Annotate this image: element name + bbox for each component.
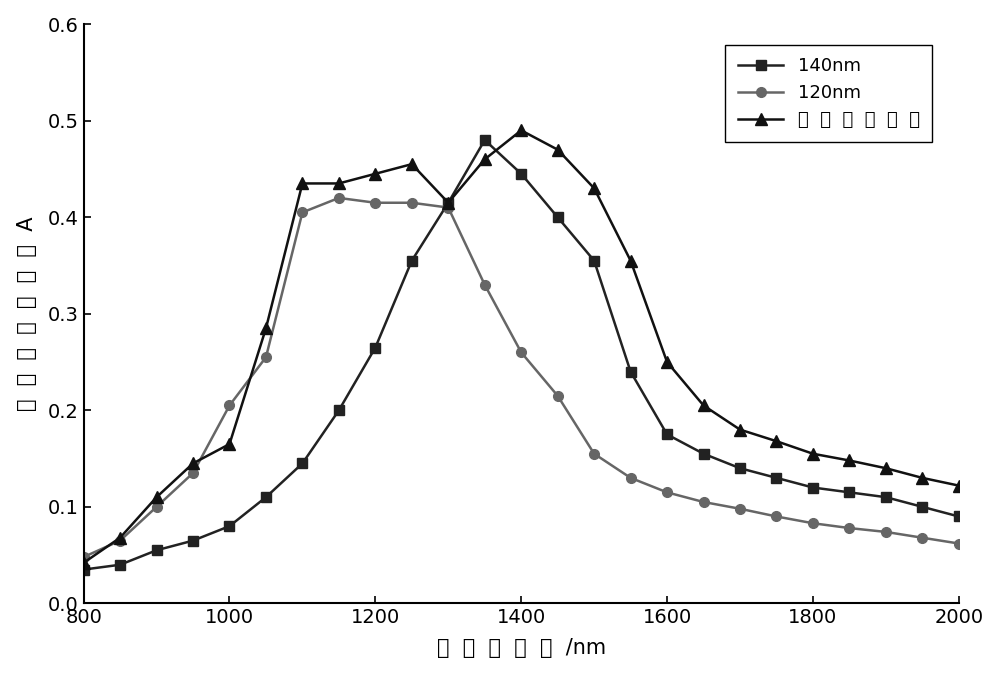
120nm xyxy=(916,534,928,542)
Line: 宽谱复合结构: 宽谱复合结构 xyxy=(78,125,964,568)
120nm xyxy=(187,469,199,477)
140nm xyxy=(661,431,673,439)
140nm xyxy=(880,493,892,502)
Line: 120nm: 120nm xyxy=(79,193,964,562)
宽谱复合结构 xyxy=(296,180,308,188)
120nm xyxy=(151,503,163,511)
120nm xyxy=(770,512,782,520)
宽谱复合结构 xyxy=(369,169,381,178)
140nm xyxy=(515,169,527,178)
宽谱复合结构 xyxy=(552,146,564,154)
宽谱复合结构 xyxy=(78,559,90,567)
宽谱复合结构 xyxy=(916,474,928,482)
140nm xyxy=(552,213,564,221)
120nm xyxy=(880,528,892,536)
宽谱复合结构 xyxy=(698,402,710,410)
宽谱复合结构 xyxy=(843,456,855,464)
140nm xyxy=(625,368,637,376)
宽谱复合结构 xyxy=(479,155,491,163)
120nm xyxy=(296,209,308,217)
120nm xyxy=(807,519,819,527)
120nm xyxy=(406,198,418,207)
140nm xyxy=(843,488,855,496)
120nm xyxy=(369,198,381,207)
宽谱复合结构 xyxy=(588,184,600,192)
140nm xyxy=(223,522,235,530)
宽谱复合结构 xyxy=(151,493,163,502)
宽谱复合结构 xyxy=(625,256,637,265)
宽谱复合结构 xyxy=(734,425,746,433)
140nm xyxy=(807,483,819,491)
宽谱复合结构 xyxy=(770,437,782,446)
宽谱复合结构 xyxy=(187,460,199,468)
宽谱复合结构 xyxy=(442,198,454,207)
140nm xyxy=(770,474,782,482)
宽谱复合结构 xyxy=(114,534,126,542)
宽谱复合结构 xyxy=(223,440,235,448)
140nm xyxy=(187,537,199,545)
Y-axis label: 归  一  化  光  吸  收  率  A: 归 一 化 光 吸 收 率 A xyxy=(17,217,37,411)
宽谱复合结构 xyxy=(260,324,272,332)
140nm xyxy=(442,198,454,207)
140nm xyxy=(588,256,600,265)
140nm xyxy=(260,493,272,502)
120nm xyxy=(661,488,673,496)
140nm xyxy=(479,136,491,144)
140nm xyxy=(916,503,928,511)
120nm xyxy=(698,498,710,506)
140nm xyxy=(78,566,90,574)
140nm xyxy=(333,406,345,414)
120nm xyxy=(953,539,965,547)
宽谱复合结构 xyxy=(807,450,819,458)
140nm xyxy=(406,256,418,265)
140nm xyxy=(369,344,381,352)
120nm xyxy=(843,524,855,532)
120nm xyxy=(552,392,564,400)
120nm xyxy=(442,204,454,212)
140nm xyxy=(953,512,965,520)
Legend: 140nm, 120nm, 宽  谱  复  合  结  构: 140nm, 120nm, 宽 谱 复 合 结 构 xyxy=(725,45,932,142)
120nm xyxy=(479,281,491,289)
宽谱复合结构 xyxy=(333,180,345,188)
140nm xyxy=(698,450,710,458)
120nm xyxy=(734,505,746,513)
140nm xyxy=(734,464,746,472)
120nm xyxy=(333,194,345,202)
120nm xyxy=(260,353,272,361)
宽谱复合结构 xyxy=(515,126,527,134)
120nm xyxy=(223,402,235,410)
宽谱复合结构 xyxy=(953,481,965,489)
宽谱复合结构 xyxy=(880,464,892,472)
140nm xyxy=(296,460,308,468)
宽谱复合结构 xyxy=(661,358,673,366)
120nm xyxy=(625,474,637,482)
宽谱复合结构 xyxy=(406,160,418,168)
120nm xyxy=(78,553,90,561)
X-axis label: 入  射  光  波  长  /nm: 入 射 光 波 长 /nm xyxy=(437,639,606,658)
120nm xyxy=(515,348,527,356)
120nm xyxy=(588,450,600,458)
120nm xyxy=(114,537,126,545)
140nm xyxy=(114,561,126,569)
Line: 140nm: 140nm xyxy=(79,135,964,574)
140nm xyxy=(151,546,163,554)
